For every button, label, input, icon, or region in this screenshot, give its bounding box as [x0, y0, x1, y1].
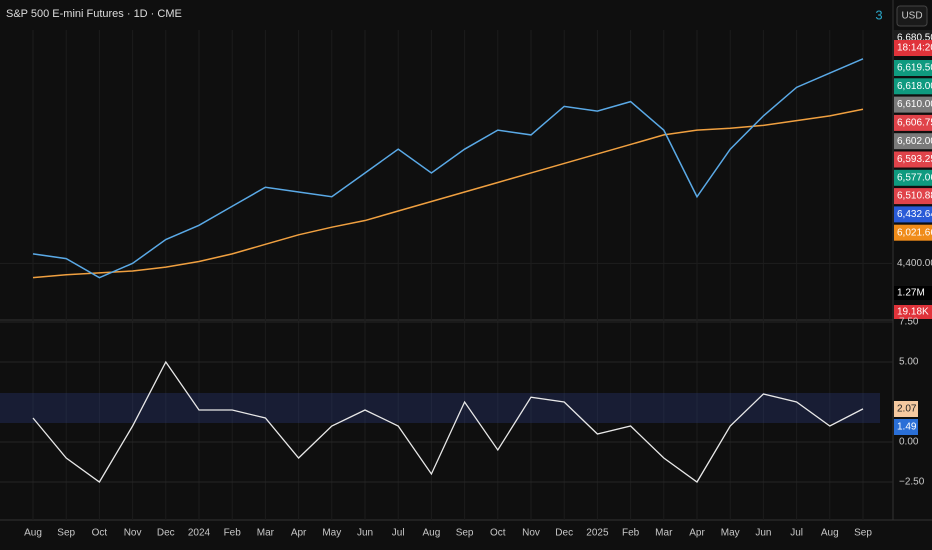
oscillator-badge — [894, 419, 918, 435]
x-tick-label: Aug — [423, 528, 441, 539]
price-badge — [894, 224, 932, 241]
price-badge — [894, 114, 932, 131]
x-tick-label: Jun — [755, 528, 771, 539]
price-badge-label: 6,618.00 — [897, 81, 932, 92]
x-tick-label: Dec — [555, 528, 573, 539]
x-tick-label: Oct — [490, 528, 506, 539]
price-badge-label: 6,510.88 — [897, 191, 932, 202]
x-tick-label: Apr — [291, 528, 307, 539]
price-badge — [894, 188, 932, 205]
y-tick-label: −2.50 — [899, 477, 925, 488]
oscillator-badge-label: 1.49 — [897, 422, 917, 433]
x-tick-label: Nov — [124, 528, 142, 539]
price-badge — [894, 96, 932, 113]
x-tick-label: Jul — [392, 528, 405, 539]
price-badge-label: 18:14:20 — [897, 43, 932, 54]
x-tick-label: Nov — [522, 528, 540, 539]
price-line — [32, 58, 864, 279]
volume-sub-label: 19.18K — [897, 307, 929, 318]
volume-badge — [894, 286, 932, 300]
x-tick-label: Sep — [57, 528, 75, 539]
x-tick-label: Aug — [821, 528, 839, 539]
x-tick-label: Jul — [790, 528, 803, 539]
y-tick-label: 4,400.00 — [897, 258, 932, 269]
price-badge-label: 6,577.06 — [897, 172, 932, 183]
x-tick-label: Dec — [157, 528, 175, 539]
price-badge — [894, 78, 932, 95]
price-badge — [894, 60, 932, 76]
volume-label: 1.27M — [897, 288, 925, 299]
x-tick-label: Sep — [854, 528, 872, 539]
x-tick-label: Mar — [655, 528, 673, 539]
price-badge-label: 6,602.00 — [897, 136, 932, 147]
x-tick-label: May — [322, 528, 341, 539]
x-tick-label: Mar — [257, 528, 275, 539]
oscillator-badge-label: 2.07 — [897, 404, 917, 415]
price-badge — [894, 169, 932, 186]
volume-sub-badge — [894, 305, 932, 319]
alert-marker[interactable]: 3 — [875, 7, 882, 22]
x-tick-label: Feb — [224, 528, 242, 539]
price-badge-label: 6,432.64 — [897, 209, 932, 220]
oscillator-line — [32, 360, 864, 483]
y-tick-label: 0.00 — [899, 437, 919, 448]
currency-button[interactable] — [896, 5, 928, 27]
price-badge — [894, 133, 932, 150]
x-tick-label: May — [721, 528, 740, 539]
x-tick-label: 2024 — [188, 528, 211, 539]
chart-title: S&P 500 E-mini Futures · 1D · CME — [6, 8, 182, 20]
price-badge-label: 6,619.50 — [897, 63, 932, 74]
y-tick-label: 7.50 — [899, 317, 919, 328]
x-tick-label: Sep — [456, 528, 474, 539]
price-badge-label: 6,021.66 — [897, 227, 932, 238]
oscillator-badge — [894, 401, 918, 417]
price-badge — [894, 40, 932, 56]
price-badge — [894, 206, 932, 223]
price-badge — [894, 151, 932, 168]
price-badge-label: 6,593.25 — [897, 154, 932, 165]
y-tick-label: 5.00 — [899, 357, 919, 368]
price-badge-label: 6,680.50 — [897, 33, 932, 44]
x-tick-label: Oct — [92, 528, 108, 539]
price-badge-label: 6,610.00 — [897, 99, 932, 110]
x-tick-label: Feb — [622, 528, 640, 539]
moving-average — [32, 108, 864, 279]
x-tick-label: Apr — [689, 528, 705, 539]
x-tick-label: Jun — [357, 528, 373, 539]
currency-label[interactable]: USD — [901, 11, 922, 22]
x-tick-label: 2025 — [586, 528, 609, 539]
price-badge-label: 6,606.75 — [897, 118, 932, 129]
x-tick-label: Aug — [24, 528, 42, 539]
